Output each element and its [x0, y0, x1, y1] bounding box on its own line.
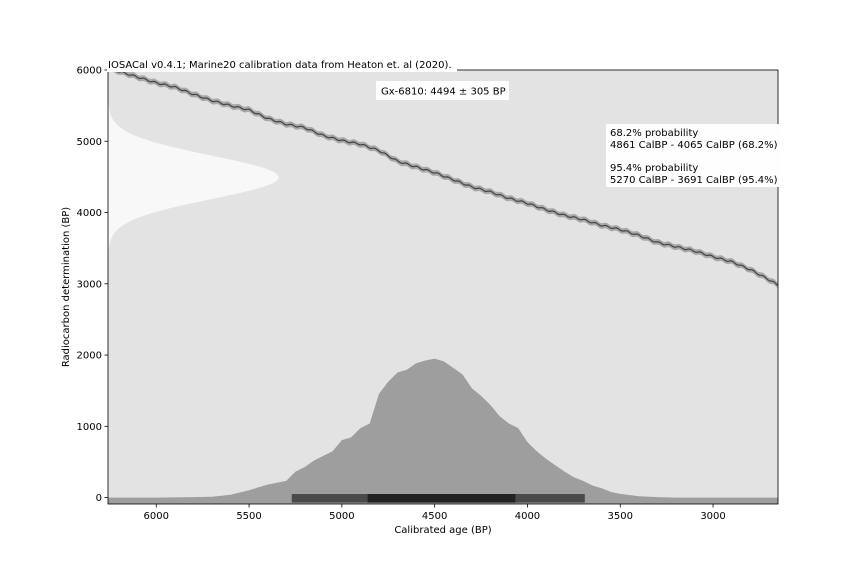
y-tick-label: 2000 — [77, 351, 102, 362]
calibration-curve-band — [108, 70, 778, 289]
chart-title: IOSACal v0.4.1; Marine20 calibration dat… — [108, 60, 452, 71]
x-tick-label: 4000 — [515, 511, 540, 522]
y-tick-label: 4000 — [77, 208, 102, 219]
plot-content — [108, 70, 778, 504]
y-tick-label: 6000 — [77, 66, 102, 77]
plot-layers — [108, 70, 778, 504]
p95-heading: 95.4% probability — [610, 163, 698, 174]
radiocarbon-distribution — [108, 70, 279, 504]
probability-box — [606, 124, 780, 187]
interval-68-bar — [367, 494, 516, 503]
y-tick-label: 5000 — [77, 137, 102, 148]
sample-label-box — [376, 81, 509, 100]
x-tick-label: 5500 — [236, 511, 261, 522]
p68-range: 4861 CalBP - 4065 CalBP (68.2%) — [610, 140, 778, 151]
y-tick-label: 0 — [96, 493, 102, 504]
x-tick-label: 3000 — [700, 511, 725, 522]
x-tick-label: 3500 — [608, 511, 633, 522]
title-background — [107, 58, 457, 72]
x-axis-label: Calibrated age (BP) — [394, 525, 491, 536]
y-tick-label: 1000 — [77, 422, 102, 433]
x-tick-label: 4500 — [422, 511, 447, 522]
y-axis: 0 1000 2000 3000 4000 5000 6000 — [77, 66, 108, 504]
p95-range: 5270 CalBP - 3691 CalBP (95.4%) — [610, 175, 778, 186]
x-tick-label: 5000 — [329, 511, 354, 522]
p68-heading: 68.2% probability — [610, 128, 698, 139]
sample-label: Gx-6810: 4494 ± 305 BP — [381, 87, 506, 98]
x-axis: 6000 5500 5000 4500 4000 3500 3000 — [144, 504, 726, 522]
calibration-curve-line — [113, 70, 778, 286]
x-tick-label: 6000 — [144, 511, 169, 522]
y-axis-label: Radiocarbon determination (BP) — [61, 207, 72, 367]
calibrated-distribution — [108, 358, 778, 504]
y-tick-label: 3000 — [77, 279, 102, 290]
